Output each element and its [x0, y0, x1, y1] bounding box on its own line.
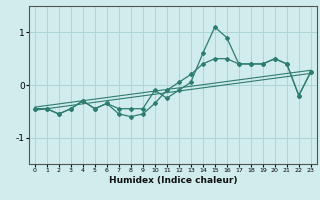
- X-axis label: Humidex (Indice chaleur): Humidex (Indice chaleur): [108, 176, 237, 185]
